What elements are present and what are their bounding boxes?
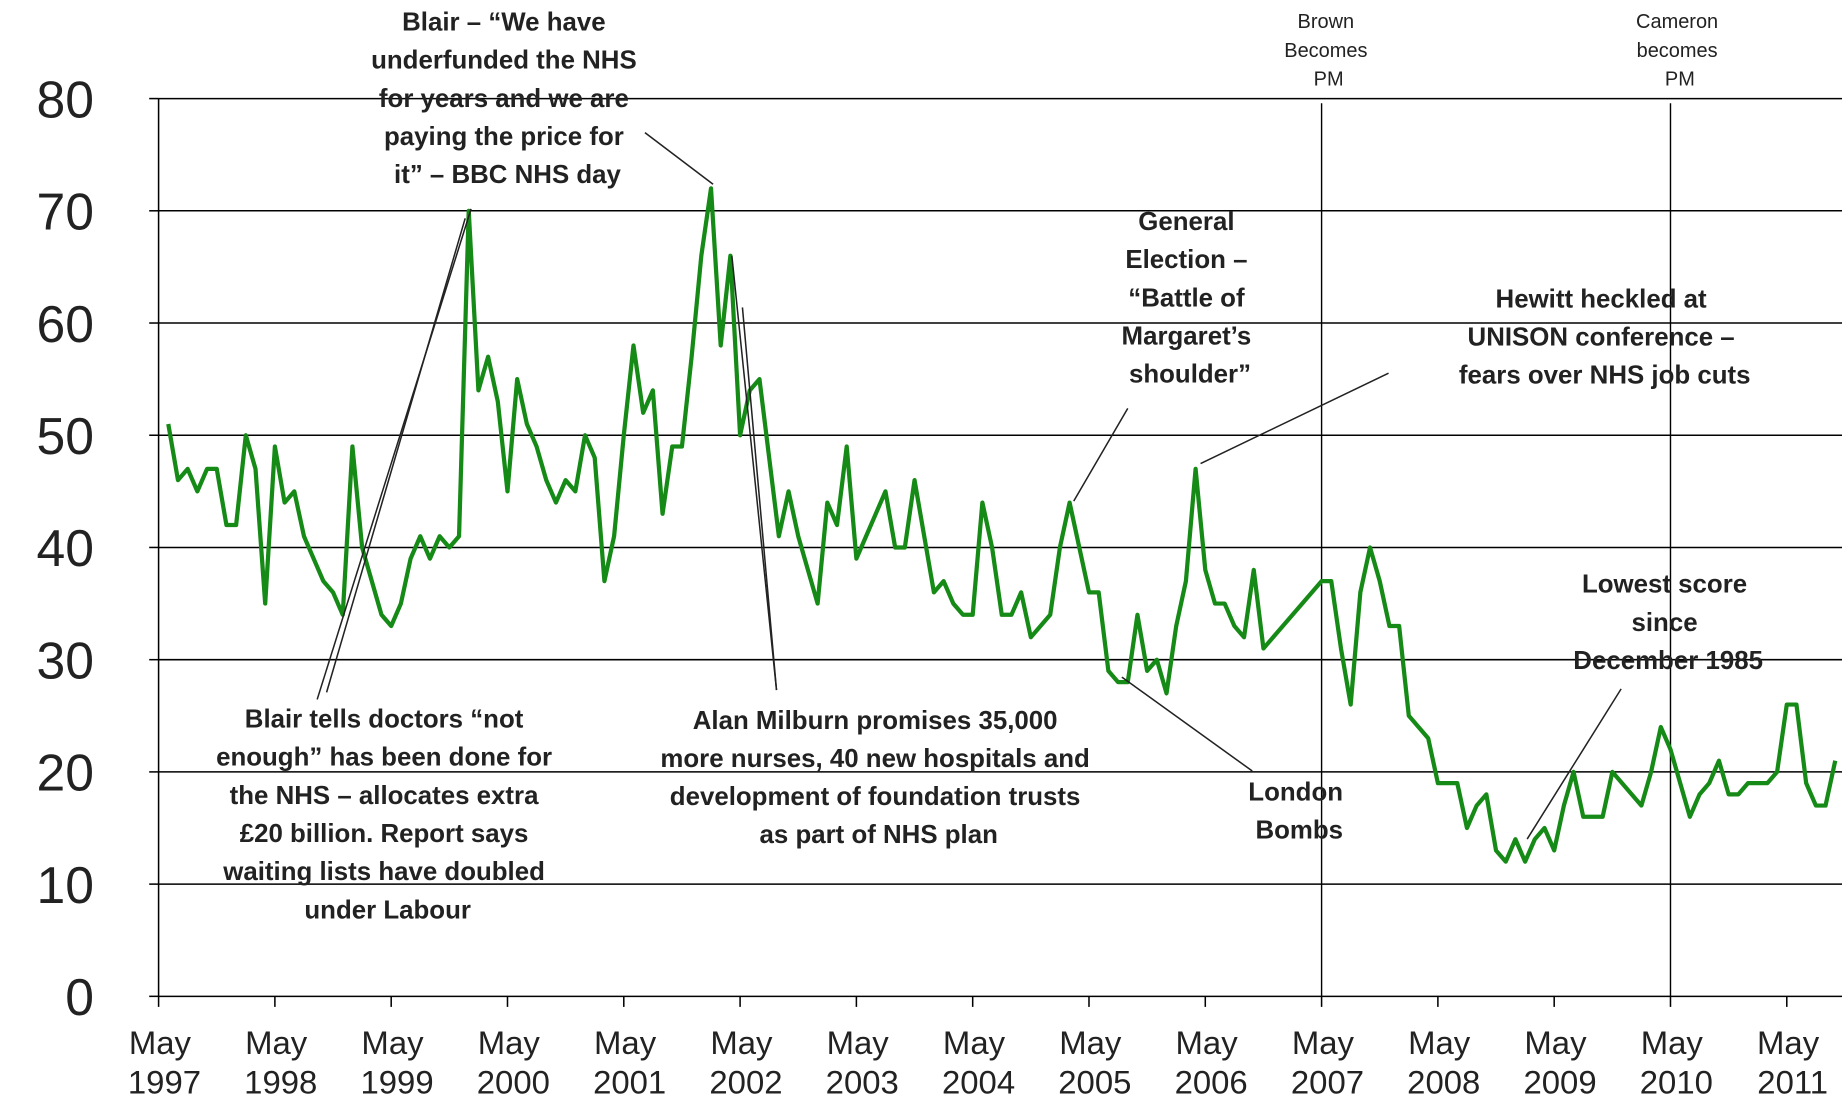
y-tick-label: 80 (36, 70, 93, 128)
x-tick-label: May 2003 (826, 1024, 899, 1101)
annotation: London Bombs (1248, 778, 1350, 844)
y-tick-label: 20 (36, 744, 93, 802)
x-tick-label: May 2005 (1058, 1024, 1131, 1101)
annotation-leader (1073, 408, 1129, 502)
x-tick-label: May 2001 (593, 1024, 666, 1101)
annotation-leader (1526, 688, 1622, 840)
y-tick-label: 30 (36, 631, 93, 689)
y-tick-label: 60 (36, 295, 93, 353)
x-tick-label: May 2009 (1523, 1024, 1596, 1101)
annotation-leader (316, 208, 472, 700)
x-tick-label: May 2000 (477, 1024, 550, 1101)
x-tick-label: May 2010 (1640, 1024, 1713, 1101)
annotation: Hewitt heckled at UNISON conference – fe… (1459, 285, 1751, 389)
annotation-leader (644, 132, 714, 185)
x-tick-label: May 2008 (1407, 1024, 1480, 1101)
annotation: General Election – “Battle of Margaret’s… (1122, 208, 1259, 389)
x-tick-label: May 2006 (1175, 1024, 1248, 1101)
x-tick-label: May 2002 (709, 1024, 782, 1101)
x-tick-label: May 2004 (942, 1024, 1015, 1101)
annotation-leader (325, 218, 466, 693)
annotation-leader (1200, 372, 1389, 465)
reference-label: Cameron becomes PM (1636, 11, 1724, 90)
annotation-leader (1121, 676, 1253, 772)
y-tick-label: 10 (36, 856, 93, 914)
annotation: Lowest score since December 1985 (1573, 571, 1763, 675)
y-tick-label: 50 (36, 407, 93, 465)
annotation: Blair – “We have underfunded the NHS for… (371, 9, 644, 190)
reference-label: Brown Becomes PM (1284, 11, 1373, 90)
data-line (166, 186, 1838, 864)
x-tick-label: May 2011 (1757, 1024, 1828, 1101)
x-tick-label: May 1998 (244, 1024, 317, 1101)
annotation: Blair tells doctors “not enough” has bee… (216, 706, 559, 925)
y-tick-label: 40 (36, 519, 93, 577)
annotation-leader (741, 307, 778, 691)
y-tick-label: 0 (65, 968, 94, 1026)
y-tick-label: 70 (36, 183, 93, 241)
x-tick-label: May 1999 (360, 1024, 433, 1101)
annotation: Alan Milburn promises 35,000 more nurses… (660, 707, 1097, 849)
annotation-leader (731, 255, 778, 691)
x-tick-label: May 1997 (128, 1024, 201, 1101)
x-tick-label: May 2007 (1291, 1024, 1364, 1101)
